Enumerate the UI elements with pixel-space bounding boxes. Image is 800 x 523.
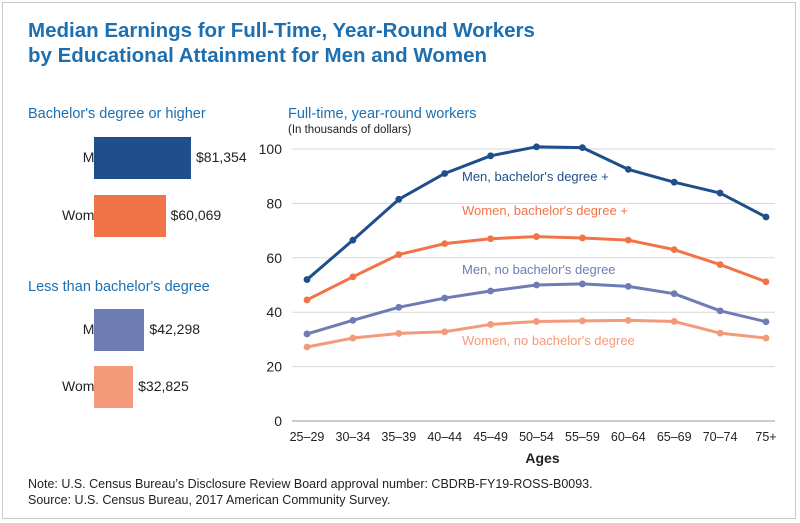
series-1-point-6	[579, 234, 586, 242]
series-3-point-5	[533, 318, 540, 325]
bachelors-women-value: $60,069	[170, 207, 222, 223]
no-bachelors-women-row: Women $32,825	[28, 366, 268, 408]
bachelors-men-row: Men $81,354	[28, 137, 268, 179]
series-3-point-10	[762, 334, 770, 342]
series-3-point-9	[716, 329, 724, 337]
series-1-point-9	[716, 261, 724, 268]
series-3-point-4	[487, 321, 494, 328]
line-chart-title: Full-time, year-round workers	[288, 106, 477, 122]
bachelors-men-value: $81,354	[196, 149, 247, 165]
y-tick-label-40: 40	[266, 304, 282, 320]
y-tick-label-100: 100	[259, 141, 283, 157]
bachelors-women-row: Women $60,069	[28, 195, 268, 237]
series-3-point-1	[349, 334, 357, 342]
series-3-point-3	[441, 328, 449, 336]
series-3-point-8	[670, 318, 678, 325]
series-label-0: Men, bachelor's degree +	[462, 169, 609, 184]
x-tick-label-9: 70–74	[703, 430, 738, 444]
y-tick-label-20: 20	[266, 359, 282, 375]
series-2-point-0	[303, 330, 311, 338]
no-bachelors-women-bar	[94, 366, 134, 408]
x-tick-label-1: 30–34	[336, 430, 371, 444]
series-0-point-9	[716, 189, 724, 197]
x-tick-label-6: 55–59	[565, 430, 600, 444]
line-chart-subtitle: (In thousands of dollars)	[288, 124, 412, 136]
series-2-point-3	[441, 294, 449, 302]
series-2-point-1	[349, 316, 357, 324]
note-text: Note: U.S. Census Bureau’s Disclosure Re…	[28, 477, 593, 491]
series-0-point-7	[624, 166, 632, 173]
series-1-point-0	[303, 296, 311, 304]
series-2-point-6	[579, 280, 586, 288]
bachelors-bar-chart-title: Bachelor's degree or higher	[28, 106, 206, 122]
series-1-point-2	[395, 251, 403, 258]
title-line-2: by Educational Attainment for Men and Wo…	[28, 44, 487, 67]
series-0-point-3	[441, 170, 449, 177]
no-bachelors-men-value: $42,298	[149, 321, 201, 337]
x-tick-label-0: 25–29	[290, 430, 325, 444]
series-2-point-7	[624, 282, 632, 290]
series-1-point-8	[670, 246, 678, 254]
x-tick-label-8: 65–69	[657, 430, 692, 444]
series-1-point-10	[762, 278, 770, 286]
x-axis-title: Ages	[525, 450, 559, 466]
series-label-3: Women, no bachelor's degree	[462, 333, 635, 348]
series-label-2: Men, no bachelor's degree	[462, 262, 616, 277]
x-tick-label-5: 50–54	[519, 430, 554, 444]
series-2-point-2	[395, 303, 403, 311]
series-2-point-8	[670, 290, 678, 298]
x-tick-label-2: 35–39	[381, 430, 416, 444]
series-1-point-5	[533, 233, 540, 240]
bachelors-men-bar	[94, 137, 191, 179]
series-2-point-9	[716, 307, 724, 315]
figure-title: Median Earnings for Full-Time, Year-Roun…	[28, 18, 535, 68]
no-bachelors-men-row: Men $42,298	[28, 309, 268, 351]
no-bachelors-bar-chart-title: Less than bachelor's degree	[28, 279, 210, 295]
series-0-point-8	[670, 178, 678, 186]
series-0-point-0	[303, 276, 311, 283]
notes: Note: U.S. Census Bureau’s Disclosure Re…	[28, 476, 593, 508]
no-bachelors-women-value: $32,825	[138, 378, 189, 394]
no-bachelors-men-bar	[94, 309, 145, 351]
series-1-point-7	[624, 236, 632, 244]
title-line-1: Median Earnings for Full-Time, Year-Roun…	[28, 19, 535, 42]
x-tick-label-4: 45–49	[473, 430, 508, 444]
series-0-point-6	[579, 144, 586, 152]
series-3-point-7	[624, 316, 632, 324]
series-2-point-5	[533, 281, 540, 289]
y-tick-label-60: 60	[266, 250, 282, 266]
series-0-point-2	[395, 195, 403, 203]
series-3-point-2	[395, 330, 403, 337]
series-1-point-3	[441, 240, 449, 248]
series-3-point-6	[579, 317, 586, 325]
bachelors-women-bar	[94, 195, 166, 237]
series-label-1: Women, bachelor's degree +	[462, 203, 628, 218]
x-tick-label-10: 75+	[755, 430, 776, 444]
series-0-point-10	[762, 213, 770, 221]
series-2-point-4	[487, 287, 494, 295]
series-0-point-4	[487, 152, 494, 160]
series-1-point-4	[487, 235, 494, 243]
y-tick-label-0: 0	[274, 413, 282, 429]
series-2-point-10	[762, 318, 770, 326]
x-tick-label-7: 60–64	[611, 430, 646, 444]
earnings-by-age-line-chart: 0 20 40 60 80 100 25–29 30–34 35–39 40–44 45–49 50–…	[259, 141, 777, 466]
series-0-point-5	[533, 143, 540, 151]
y-tick-label-80: 80	[266, 195, 282, 211]
series-0-point-1	[349, 236, 357, 244]
series-1-point-1	[349, 273, 357, 281]
source-text: Source: U.S. Census Bureau, 2017 America…	[28, 493, 391, 507]
x-tick-label-3: 40–44	[427, 430, 462, 444]
series-3-point-0	[303, 343, 311, 351]
